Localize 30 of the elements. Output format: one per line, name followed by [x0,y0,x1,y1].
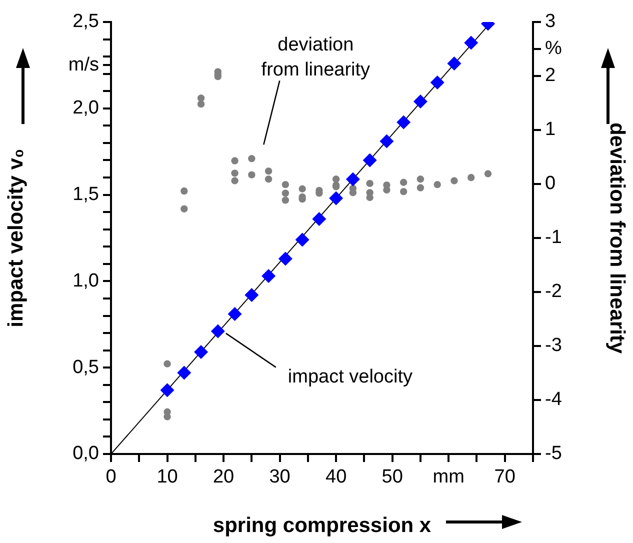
y2-tick-label: 3 [545,11,556,32]
x-axis-title: spring compression x [212,514,432,538]
y-tick-label: m/s [68,54,99,76]
text: impact velocity [288,366,413,388]
y2-tick-label: % [545,38,562,60]
y-tick-label: 2,5 [72,11,99,32]
x-tick-label: mm [432,466,464,488]
x-tick-label: 70 [494,466,516,488]
y-tick-label: 0,0 [72,443,99,464]
x-tick-label: 20 [212,466,234,488]
y2-tick-label: -2 [545,281,562,302]
y2-tick-label: -3 [545,335,562,356]
y2-tick-label: -5 [545,443,562,464]
x-tick-label: 0 [106,466,116,488]
x-tick-label: 40 [325,466,347,488]
text: deviation from linearity [261,34,371,81]
y-tick-label: 2,0 [72,98,99,119]
y2-tick-label: -4 [545,389,562,410]
x-tick-label: 30 [269,466,290,488]
y2-axis-title: deviation from linearity [606,122,629,354]
x-tick-label: 10 [156,466,178,488]
y2-tick-label: 1 [545,119,556,140]
y-tick-label: 1,0 [72,270,99,292]
y2-tick-label: 0 [545,173,556,194]
y-tick-label: 1,5 [72,184,99,206]
y2-tick-label: 2 [545,65,556,86]
y2-tick-label: -1 [545,227,562,248]
x-tick-label: 50 [382,466,403,488]
y-axis-title: impact velocity v₀ [4,148,28,328]
y-tick-label: 0,5 [72,356,99,378]
